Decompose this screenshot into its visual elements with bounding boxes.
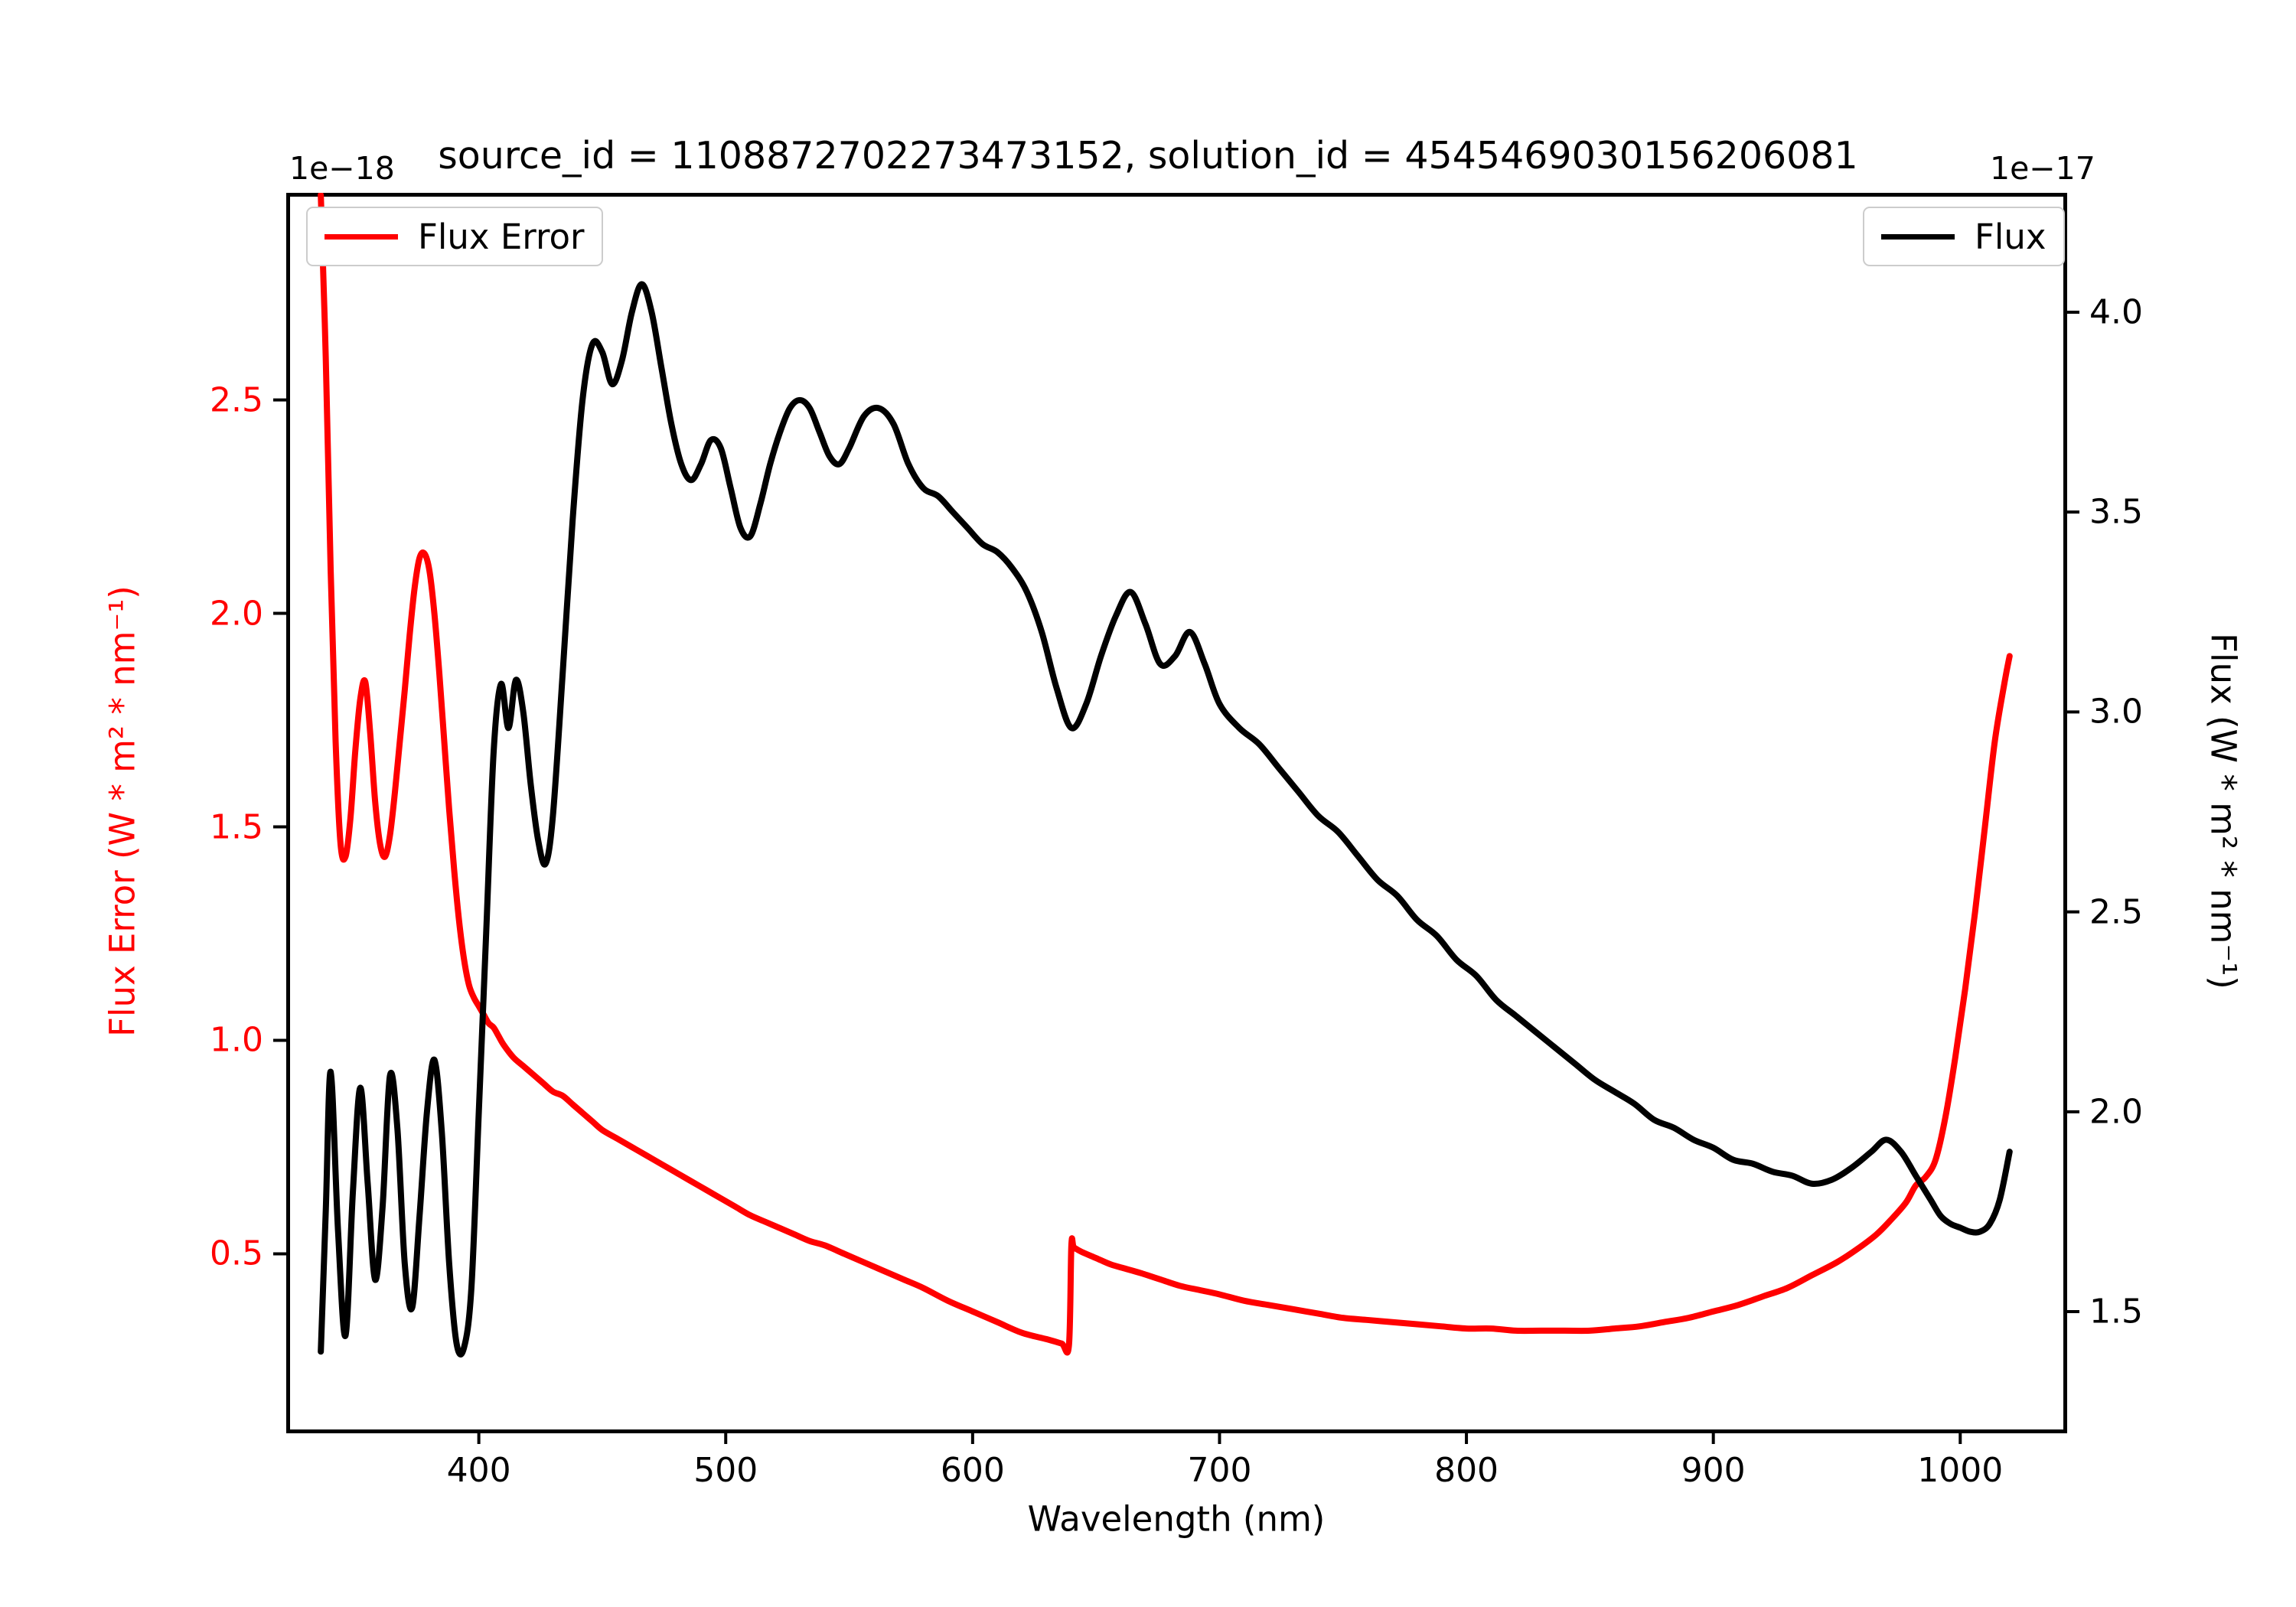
series-line-flux-error bbox=[318, 193, 2013, 1356]
tick-label: 3.0 bbox=[2089, 692, 2143, 732]
tick-label: 700 bbox=[1187, 1451, 1252, 1490]
tick-label: 400 bbox=[446, 1451, 511, 1490]
legend-flux[interactable]: Flux bbox=[1863, 207, 2065, 266]
tick-label: 2.5 bbox=[210, 380, 263, 420]
tick-label: 3.5 bbox=[2089, 492, 2143, 532]
tick-label: 4.0 bbox=[2089, 292, 2143, 332]
legend-flux-error[interactable]: Flux Error bbox=[306, 207, 603, 266]
tick-label: 1.5 bbox=[210, 807, 263, 847]
axis-spine-left bbox=[286, 193, 290, 1433]
axis-spine-bottom bbox=[286, 1429, 2067, 1433]
right-axis-ticks bbox=[2066, 310, 2079, 1314]
left-axis-offset-text: 1e−18 bbox=[289, 150, 395, 187]
axis-spine-top bbox=[286, 193, 2067, 197]
tick-label: 2.0 bbox=[2089, 1092, 2143, 1132]
legend-label-flux: Flux bbox=[1975, 216, 2047, 257]
left-axis-label: Flux Error (W * m² * nm⁻¹) bbox=[102, 585, 143, 1037]
tick-label: 1.0 bbox=[210, 1020, 263, 1060]
legend-line-icon-flux-error bbox=[325, 233, 398, 240]
legend-label-flux-error: Flux Error bbox=[418, 216, 585, 257]
tick-label: 900 bbox=[1681, 1451, 1746, 1490]
left-axis-ticks bbox=[273, 398, 286, 1256]
right-axis-offset-text: 1e−17 bbox=[1990, 150, 2095, 187]
axis-spine-right bbox=[2063, 193, 2067, 1433]
legend-line-icon-flux bbox=[1881, 233, 1955, 240]
tick-label: 2.0 bbox=[210, 594, 263, 634]
x-axis-label: Wavelength (nm) bbox=[1027, 1498, 1326, 1540]
right-axis-label: Flux (W * m² * nm⁻¹) bbox=[2203, 633, 2244, 989]
tick-label: 600 bbox=[940, 1451, 1005, 1490]
tick-label: 0.5 bbox=[210, 1234, 263, 1273]
series-line-flux bbox=[318, 281, 2013, 1358]
tick-label: 1.5 bbox=[2089, 1292, 2143, 1332]
tick-label: 500 bbox=[693, 1451, 758, 1490]
tick-label: 800 bbox=[1434, 1451, 1499, 1490]
tick-label: 1000 bbox=[1917, 1451, 2004, 1490]
chart-title: source_id = 1108872702273473152, solutio… bbox=[438, 134, 1858, 178]
bottom-axis-ticks bbox=[477, 1431, 1962, 1444]
tick-label: 2.5 bbox=[2089, 892, 2143, 932]
